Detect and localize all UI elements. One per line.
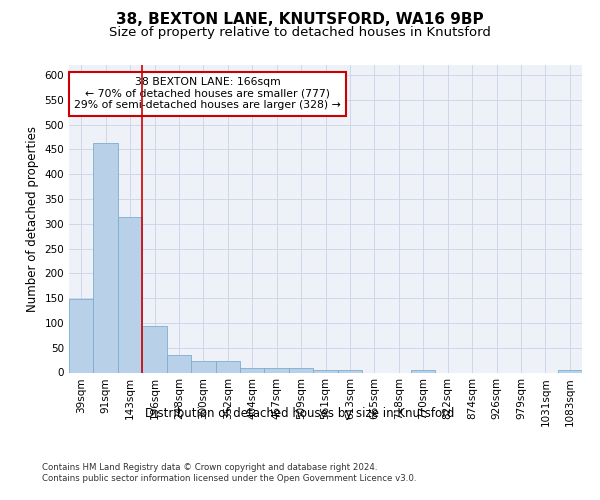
Text: Size of property relative to detached houses in Knutsford: Size of property relative to detached ho…	[109, 26, 491, 39]
Text: 38, BEXTON LANE, KNUTSFORD, WA16 9BP: 38, BEXTON LANE, KNUTSFORD, WA16 9BP	[116, 12, 484, 28]
Text: Contains HM Land Registry data © Crown copyright and database right 2024.: Contains HM Land Registry data © Crown c…	[42, 462, 377, 471]
Text: 38 BEXTON LANE: 166sqm
← 70% of detached houses are smaller (777)
29% of semi-de: 38 BEXTON LANE: 166sqm ← 70% of detached…	[74, 78, 341, 110]
Bar	[118, 218, 142, 372]
Bar	[94, 144, 118, 372]
Bar	[289, 368, 313, 372]
Bar	[167, 355, 191, 372]
Y-axis label: Number of detached properties: Number of detached properties	[26, 126, 39, 312]
Text: Contains public sector information licensed under the Open Government Licence v3: Contains public sector information licen…	[42, 474, 416, 483]
Bar	[338, 370, 362, 372]
Bar	[240, 368, 265, 372]
Bar	[142, 326, 167, 372]
Bar	[557, 370, 582, 372]
Bar	[191, 361, 215, 372]
Text: Distribution of detached houses by size in Knutsford: Distribution of detached houses by size …	[145, 408, 455, 420]
Bar	[411, 370, 436, 372]
Bar	[313, 370, 338, 372]
Bar	[215, 361, 240, 372]
Bar	[69, 299, 94, 372]
Bar	[265, 368, 289, 372]
